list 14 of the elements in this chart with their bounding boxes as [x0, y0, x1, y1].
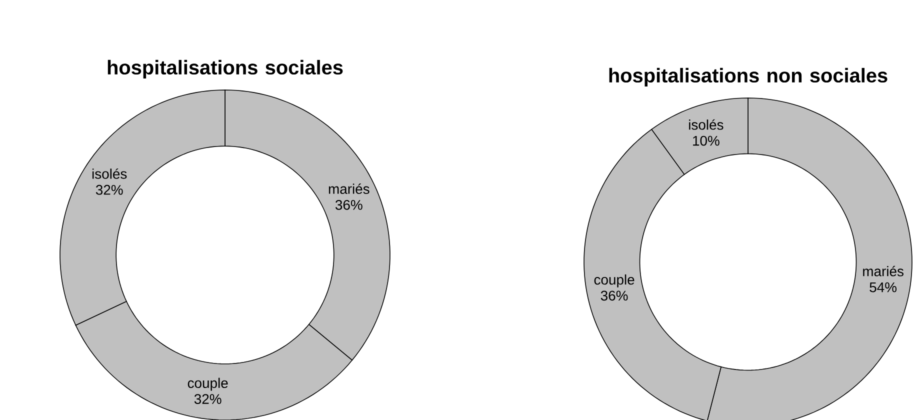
data-label: 10%: [693, 136, 720, 146]
chart-title: hospitalisations non sociales: [609, 68, 888, 87]
data-label: 36%: [335, 200, 362, 210]
data-label: 32%: [96, 184, 123, 195]
slice-label: couple: [188, 378, 228, 391]
data-label: 36%: [600, 290, 628, 301]
slice-label: isolés: [689, 119, 724, 130]
data-label: 54%: [870, 282, 897, 292]
slice-label: mariés: [863, 266, 904, 276]
slice-label: couple: [594, 274, 634, 288]
data-label: 32%: [194, 394, 222, 404]
slice-label: mariés: [328, 184, 370, 194]
slice-label: isolés: [92, 168, 127, 179]
chart-title: hospitalisations sociales: [108, 60, 343, 79]
